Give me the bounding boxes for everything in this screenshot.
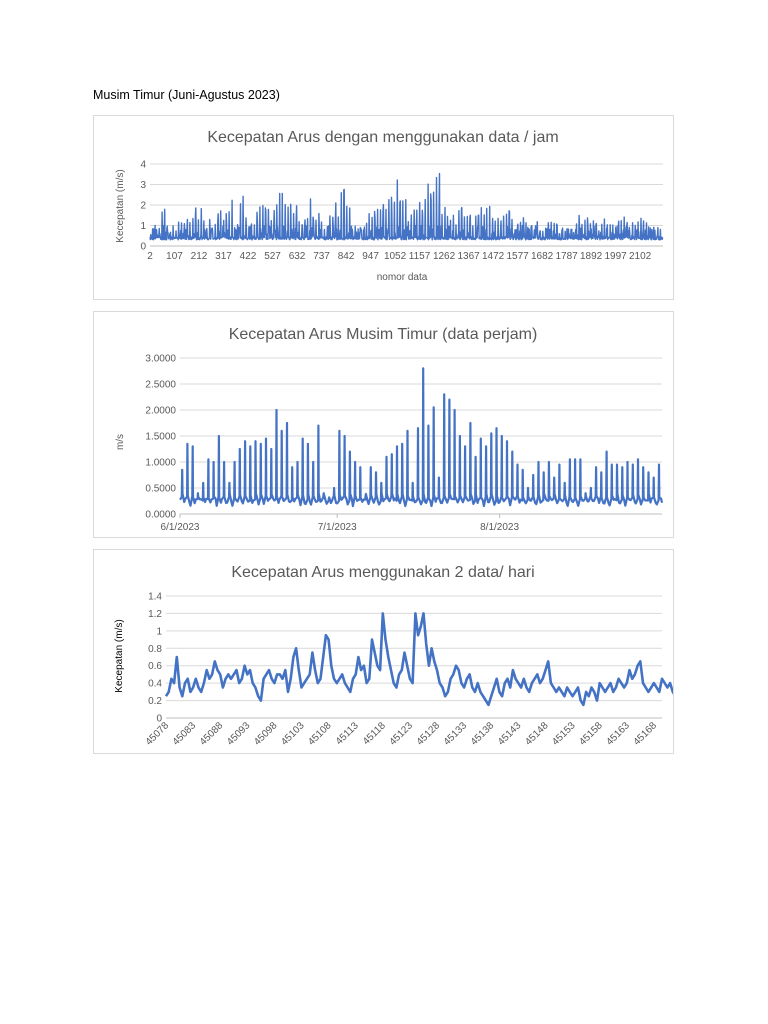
y-tick-label: 3.0000 <box>145 354 176 365</box>
x-tick-label: 45128 <box>415 720 443 748</box>
x-tick-label: 1157 <box>409 251 431 262</box>
y-tick-label: 0.2 <box>148 696 162 707</box>
x-tick-label: 212 <box>191 251 208 262</box>
y-tick-label: 0.8 <box>148 644 162 655</box>
y-tick-label: 0 <box>156 714 162 725</box>
chart-panel-hourly-index: Kecepatan Arus dengan menggunakan data /… <box>93 115 674 300</box>
x-tick-label: 6/1/2023 <box>161 522 200 533</box>
x-tick-label: 1262 <box>433 251 456 262</box>
x-tick-label: 45148 <box>523 720 551 748</box>
y-axis-label: Kecepatan (m/s) <box>115 169 126 242</box>
x-tick-label: 2102 <box>629 251 652 262</box>
chart-title: Kecepatan Arus menggunakan 2 data/ hari <box>231 564 534 581</box>
y-tick-label: 0.4 <box>148 679 162 690</box>
series-line <box>149 172 664 241</box>
x-tick-label: 45163 <box>604 720 632 748</box>
chart-panel-twice-daily: Kecepatan Arus menggunakan 2 data/ hari … <box>93 549 674 754</box>
section-heading: Musim Timur (Juni-Agustus 2023) <box>93 88 280 102</box>
y-tick-label: 3 <box>140 180 146 191</box>
y-axis-label: m/s <box>115 434 126 450</box>
chart-hourly-date: Kecepatan Arus Musim Timur (data perjam)… <box>115 326 664 533</box>
chart-title: Kecepatan Arus Musim Timur (data perjam) <box>229 326 538 343</box>
series-line <box>179 367 664 508</box>
x-tick-label: 45168 <box>632 720 660 748</box>
x-tick-label: 45158 <box>577 720 605 748</box>
x-tick-label: 45098 <box>252 720 280 748</box>
x-tick-label: 842 <box>338 251 355 262</box>
x-tick-label: 8/1/2023 <box>480 522 519 533</box>
y-tick-label: 1.2 <box>148 609 162 620</box>
y-tick-label: 1 <box>140 221 146 232</box>
x-tick-label: 1787 <box>555 251 578 262</box>
x-tick-label: 45118 <box>361 720 388 747</box>
x-tick-label: 1997 <box>604 251 627 262</box>
x-tick-label: 7/1/2023 <box>318 522 357 533</box>
x-tick-label: 1052 <box>384 251 407 262</box>
chart-panel-hourly-date: Kecepatan Arus Musim Timur (data perjam)… <box>93 311 674 538</box>
chart-hourly-index: Kecepatan Arus dengan menggunakan data /… <box>115 129 664 283</box>
x-tick-label: 1472 <box>482 251 505 262</box>
x-tick-label: 1367 <box>457 251 480 262</box>
x-tick-label: 45143 <box>496 720 524 748</box>
y-tick-label: 0 <box>140 242 146 253</box>
y-tick-label: 0.5000 <box>145 484 176 495</box>
x-tick-label: 1682 <box>531 251 554 262</box>
y-tick-label: 1 <box>156 626 162 637</box>
x-tick-label: 1577 <box>506 251 529 262</box>
x-tick-label: 45083 <box>171 720 199 748</box>
x-tick-label: 45108 <box>306 720 334 748</box>
y-tick-label: 2 <box>140 201 146 212</box>
x-tick-label: 45088 <box>198 720 226 748</box>
y-tick-label: 0.0000 <box>145 510 176 521</box>
x-tick-label: 422 <box>240 251 257 262</box>
chart-title: Kecepatan Arus dengan menggunakan data /… <box>207 129 558 146</box>
x-tick-label: 2 <box>147 251 153 262</box>
x-tick-label: 1892 <box>580 251 603 262</box>
y-tick-label: 1.4 <box>148 592 162 603</box>
x-tick-label: 947 <box>362 251 379 262</box>
y-tick-label: 0.6 <box>148 661 162 672</box>
y-tick-label: 2.0000 <box>145 406 176 417</box>
x-tick-label: 45133 <box>442 720 470 748</box>
y-tick-label: 4 <box>140 160 146 171</box>
y-tick-label: 1.0000 <box>145 458 176 469</box>
y-axis-label: Kecepatan (m/s) <box>114 619 125 692</box>
x-tick-label: 737 <box>313 251 330 262</box>
x-tick-label: 317 <box>215 251 232 262</box>
x-tick-label: 45093 <box>225 720 253 748</box>
y-tick-label: 2.5000 <box>145 380 176 391</box>
series-line <box>164 612 673 707</box>
x-tick-label: 632 <box>289 251 306 262</box>
x-tick-label: 45113 <box>334 720 361 747</box>
x-tick-label: 45153 <box>550 720 578 748</box>
x-tick-label: 107 <box>166 251 183 262</box>
chart-twice-daily: Kecepatan Arus menggunakan 2 data/ hari … <box>114 564 673 748</box>
x-tick-label: 45123 <box>388 720 416 748</box>
y-tick-label: 1.5000 <box>145 432 176 443</box>
x-tick-label: 527 <box>264 251 281 262</box>
x-axis-label: nomor data <box>377 272 428 283</box>
x-tick-label: 45138 <box>469 720 497 748</box>
x-tick-label: 45103 <box>279 720 307 748</box>
